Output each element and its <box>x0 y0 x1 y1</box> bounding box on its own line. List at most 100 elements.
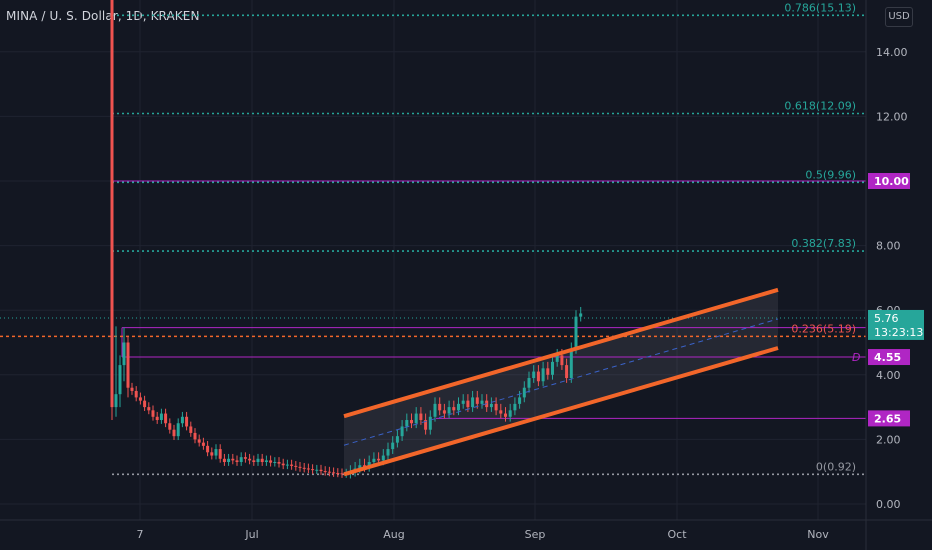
candle-body <box>504 413 507 417</box>
current-price-tag <box>868 309 924 340</box>
candle-body <box>327 471 331 473</box>
fib-label: 0.786(15.13) <box>784 1 856 14</box>
candle-body <box>159 413 163 421</box>
candle-body <box>475 397 479 404</box>
candle-body <box>442 410 446 414</box>
candle-body <box>110 0 114 408</box>
horizontal-lines <box>0 180 866 419</box>
candle-body <box>176 423 180 437</box>
candle-body <box>189 426 193 433</box>
candle-body <box>508 410 512 417</box>
fib-label: 0.236(5.19) <box>791 322 856 335</box>
candle-body <box>134 390 138 398</box>
candle-body <box>277 462 281 464</box>
candle-body <box>323 471 327 473</box>
candle-body <box>260 458 264 463</box>
candle-body <box>315 469 319 471</box>
candle-body <box>147 407 151 411</box>
candle-body <box>569 348 573 379</box>
candle-body <box>172 429 176 437</box>
fib-label: 0.382(7.83) <box>791 237 856 250</box>
candle-body <box>438 403 442 411</box>
fib-label: 0.618(12.09) <box>784 99 856 112</box>
candle-body <box>391 442 395 450</box>
candle-body <box>372 458 376 463</box>
marker-label: D <box>852 351 860 364</box>
candle-body <box>513 403 517 411</box>
candle-body <box>518 397 522 404</box>
candle-body <box>185 416 189 427</box>
candle-body <box>405 420 409 427</box>
x-tick-label: 7 <box>137 528 144 541</box>
price-tag-label: 4.55 <box>874 351 901 364</box>
candle-body <box>252 460 256 463</box>
candle-body <box>122 342 126 366</box>
y-tick-label: 12.00 <box>876 110 908 123</box>
candle-body <box>527 378 531 388</box>
candle-body <box>395 436 399 443</box>
candle-body <box>336 472 340 474</box>
currency-button[interactable]: USD <box>885 7 913 27</box>
y-tick-label: 8.00 <box>876 240 901 253</box>
candle-body <box>499 410 503 414</box>
candle-body <box>290 464 294 466</box>
current-price-countdown: 13:23:13 <box>874 326 923 339</box>
candle-body <box>466 400 470 408</box>
candle-body <box>138 397 142 401</box>
candle-body <box>248 458 252 461</box>
candle-body <box>419 413 423 421</box>
candle-body <box>386 449 390 456</box>
candle-body <box>414 413 418 424</box>
candle-body <box>201 442 205 446</box>
candle-body <box>273 462 277 464</box>
candle-body <box>340 473 344 475</box>
price-tag-label: 2.65 <box>874 412 901 425</box>
candle-body <box>231 458 235 461</box>
candle-body <box>118 365 122 395</box>
x-tick-label: Sep <box>525 528 546 541</box>
candle-body <box>243 457 247 459</box>
current-price-value: 5.76 <box>874 312 899 325</box>
symbol-title: MINA / U. S. Dollar, 1D, KRAKEN <box>6 9 200 23</box>
candle-body <box>256 458 260 463</box>
candle-body <box>522 387 526 398</box>
y-tick-label: 2.00 <box>876 433 901 446</box>
candle-body <box>197 439 201 443</box>
candle-body <box>269 460 273 463</box>
candle-body <box>302 467 306 469</box>
candle-body <box>480 400 484 404</box>
fib-levels: 0.786(15.13) 0.618(12.09) 0.5(9.96) 0.382(7… <box>112 1 866 476</box>
x-tick-label: Nov <box>807 528 829 541</box>
candle-body <box>130 387 134 391</box>
grid-lines <box>0 0 866 520</box>
candle-body <box>452 407 456 411</box>
x-tick-label: Oct <box>667 528 687 541</box>
candle-body <box>461 400 465 404</box>
candle-body <box>447 407 451 414</box>
candle-body <box>428 416 432 430</box>
y-tick-label: 0.00 <box>876 498 901 511</box>
channel-upper-line <box>343 287 779 419</box>
candle-body <box>358 465 362 469</box>
y-tick-label: 4.00 <box>876 369 901 382</box>
candle-body <box>285 464 289 466</box>
candle-body <box>143 400 147 408</box>
price-tag <box>868 349 910 366</box>
candle-body <box>560 355 564 366</box>
candle-body <box>565 365 569 379</box>
candle-body <box>126 342 130 388</box>
time-axis: 7 Jul Aug Sep Oct Nov <box>0 519 932 541</box>
fib-label: 0(0.92) <box>816 460 856 473</box>
x-tick-label: Aug <box>383 528 404 541</box>
candle-body <box>381 455 385 461</box>
candle-body <box>193 432 197 440</box>
candle-body <box>457 403 460 411</box>
candle-body <box>471 397 475 408</box>
candle-body <box>332 472 336 474</box>
candle-body <box>363 465 366 467</box>
candle-body <box>424 420 428 430</box>
candle-body <box>222 458 226 463</box>
